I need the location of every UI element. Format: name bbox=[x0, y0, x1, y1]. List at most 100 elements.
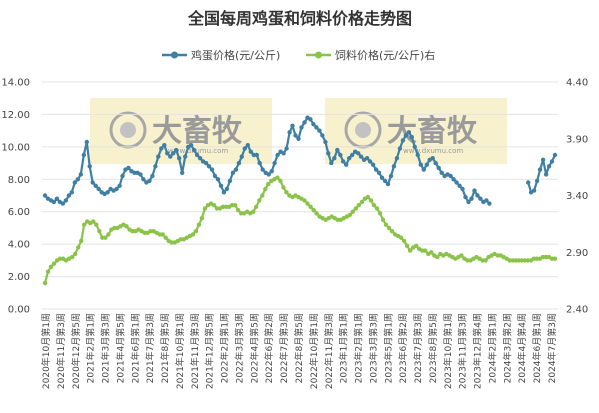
legend-item-feed[interactable]: 饲料价格(元/公斤)右 bbox=[306, 48, 435, 62]
data-point bbox=[370, 162, 376, 167]
data-point bbox=[311, 207, 316, 213]
data-point bbox=[66, 193, 72, 198]
left-tick-label: 10.00 bbox=[1, 142, 30, 153]
data-point bbox=[206, 164, 212, 169]
right-tick-label: 4.40 bbox=[566, 78, 588, 89]
x-tick-label: 2021年12月第5周 bbox=[204, 313, 216, 389]
data-point bbox=[484, 198, 489, 203]
data-point bbox=[463, 194, 468, 200]
series-egg bbox=[42, 115, 558, 206]
data-point bbox=[350, 152, 355, 158]
x-tick-label: 2022年4月第5周 bbox=[248, 313, 260, 383]
x-tick-label: 2024年4月第4周 bbox=[516, 313, 528, 383]
data-point bbox=[42, 193, 48, 198]
x-tick-label: 2024年6月第1周 bbox=[531, 313, 543, 383]
data-point bbox=[386, 225, 392, 231]
data-point bbox=[203, 160, 209, 166]
legend-label-feed: 饲料价格(元/公斤)右 bbox=[335, 48, 435, 62]
legend-label-egg: 鸡蛋价格(元/公斤) bbox=[191, 48, 280, 62]
data-point bbox=[448, 173, 453, 179]
data-point bbox=[299, 125, 304, 130]
data-point bbox=[236, 160, 242, 166]
data-point bbox=[414, 243, 419, 248]
data-point bbox=[546, 164, 552, 169]
data-point bbox=[436, 165, 441, 171]
data-point bbox=[466, 199, 471, 205]
data-point bbox=[263, 186, 268, 192]
data-point bbox=[353, 206, 358, 211]
data-point bbox=[72, 180, 78, 185]
data-point bbox=[383, 222, 389, 227]
data-point bbox=[424, 162, 429, 167]
data-point bbox=[197, 156, 203, 161]
data-point bbox=[193, 229, 199, 234]
left-tick-label: 12.00 bbox=[1, 110, 30, 121]
data-point bbox=[156, 154, 161, 159]
data-point bbox=[376, 170, 382, 175]
legend-item-egg[interactable]: 鸡蛋价格(元/公斤) bbox=[162, 48, 280, 62]
x-tick-label: 2023年11月第3周 bbox=[457, 313, 469, 389]
data-point bbox=[232, 203, 238, 208]
data-point bbox=[385, 181, 391, 187]
data-point bbox=[84, 139, 90, 145]
x-tick-label: 2024年7月第3周 bbox=[546, 313, 558, 383]
data-point bbox=[287, 130, 292, 135]
data-point bbox=[382, 178, 388, 184]
data-point bbox=[367, 159, 373, 164]
data-point bbox=[435, 254, 440, 260]
x-tick-label: 2023年12月第4周 bbox=[472, 313, 484, 389]
data-point bbox=[314, 211, 319, 216]
data-point bbox=[344, 162, 349, 167]
data-point bbox=[97, 229, 102, 234]
left-tick-label: 6.00 bbox=[8, 207, 30, 218]
data-point bbox=[254, 152, 259, 158]
data-point bbox=[233, 167, 239, 172]
data-point bbox=[350, 209, 355, 214]
data-point bbox=[314, 125, 319, 130]
data-point bbox=[159, 146, 164, 151]
data-point bbox=[75, 177, 81, 182]
data-point bbox=[293, 133, 298, 138]
data-point bbox=[251, 209, 256, 214]
data-point bbox=[51, 261, 57, 266]
data-point bbox=[335, 147, 340, 153]
x-tick-label: 2021年4月第5周 bbox=[114, 313, 126, 383]
data-point bbox=[190, 232, 196, 237]
data-point bbox=[379, 175, 385, 180]
watermark-url: www.dxumu.com bbox=[168, 147, 228, 155]
series-feed bbox=[42, 175, 558, 286]
data-point bbox=[308, 117, 313, 122]
data-point bbox=[212, 173, 218, 179]
x-tick-label: 2023年10月第1周 bbox=[442, 313, 454, 389]
left-tick-label: 14.00 bbox=[1, 78, 30, 89]
data-point bbox=[398, 235, 404, 240]
x-tick-label: 2020年11月第3周 bbox=[55, 313, 67, 389]
data-point bbox=[70, 254, 75, 260]
data-point bbox=[211, 203, 217, 208]
x-tick-label: 2022年8月第5周 bbox=[293, 313, 305, 383]
x-tick-label: 2021年2月第1周 bbox=[85, 313, 97, 383]
data-point bbox=[239, 154, 244, 159]
data-point bbox=[320, 133, 325, 138]
x-tick-label: 2021年3月第3周 bbox=[100, 313, 112, 383]
x-tick-label: 2022年3月第3周 bbox=[233, 313, 245, 383]
x-tick-label: 2022年11月第3周 bbox=[323, 313, 335, 389]
x-tick-label: 2021年10月第1周 bbox=[174, 313, 186, 389]
data-point bbox=[347, 212, 352, 218]
x-tick-label: 2023年2月第1周 bbox=[353, 313, 365, 383]
x-tick-label: 2023年1月第1周 bbox=[338, 313, 350, 383]
grid-lines bbox=[42, 81, 558, 310]
data-point bbox=[507, 258, 512, 263]
data-point bbox=[141, 177, 146, 182]
data-point bbox=[332, 156, 337, 161]
data-point bbox=[257, 198, 262, 203]
data-point bbox=[162, 143, 167, 148]
right-tick-label: 2.40 bbox=[566, 305, 588, 316]
x-tick-label: 2021年6月第1周 bbox=[129, 313, 141, 383]
data-point bbox=[48, 264, 54, 269]
data-point bbox=[160, 232, 165, 237]
data-point bbox=[317, 128, 322, 133]
data-point bbox=[454, 180, 459, 185]
data-point bbox=[543, 172, 549, 177]
